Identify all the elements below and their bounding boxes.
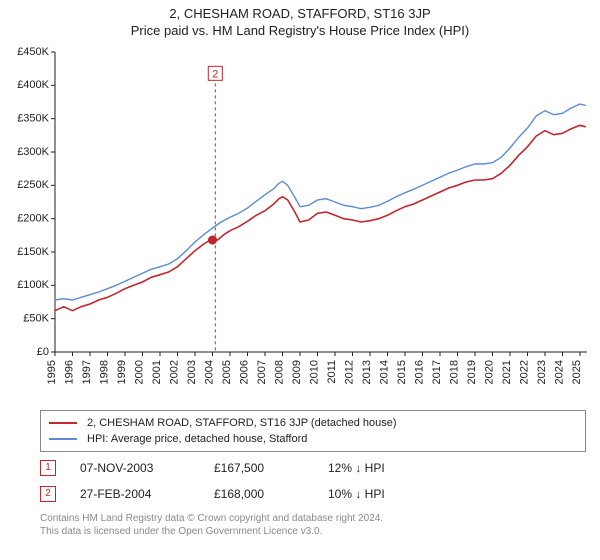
svg-text:2014: 2014 (379, 360, 391, 384)
legend-item: 2, CHESHAM ROAD, STAFFORD, ST16 3JP (det… (49, 415, 577, 431)
marker-icon: 1 (40, 460, 56, 476)
svg-text:2013: 2013 (361, 360, 373, 384)
legend: 2, CHESHAM ROAD, STAFFORD, ST16 3JP (det… (40, 410, 586, 452)
svg-text:2008: 2008 (274, 360, 286, 384)
disclaimer-line: Contains HM Land Registry data © Crown c… (40, 512, 586, 525)
svg-text:2018: 2018 (449, 360, 461, 384)
svg-text:2011: 2011 (326, 360, 338, 384)
svg-text:2006: 2006 (239, 360, 251, 384)
disclaimer: Contains HM Land Registry data © Crown c… (40, 512, 586, 538)
svg-text:2009: 2009 (291, 360, 303, 384)
transaction-row: 2 27-FEB-2004 £168,000 10% ↓ HPI (40, 486, 586, 502)
svg-text:£0: £0 (37, 346, 49, 358)
svg-text:2: 2 (212, 68, 218, 80)
transaction-delta: 12% ↓ HPI (328, 461, 385, 475)
legend-label: 2, CHESHAM ROAD, STAFFORD, ST16 3JP (det… (87, 415, 397, 431)
svg-text:1995: 1995 (46, 360, 58, 384)
svg-text:2003: 2003 (186, 360, 198, 384)
transaction-price: £167,500 (214, 461, 304, 475)
svg-text:2025: 2025 (571, 360, 583, 384)
transaction-price: £168,000 (214, 487, 304, 501)
svg-text:£400K: £400K (17, 79, 49, 91)
svg-text:£50K: £50K (23, 313, 49, 325)
chart-svg: £0 £50K £100K £150K £200K £250K £300K £350K £400… (5, 44, 595, 404)
legend-swatch (49, 438, 77, 440)
transaction-date: 27-FEB-2004 (80, 487, 190, 501)
svg-text:1997: 1997 (81, 360, 93, 384)
transaction-date: 07-NOV-2003 (80, 461, 190, 475)
svg-text:£450K: £450K (17, 46, 49, 58)
svg-text:£350K: £350K (17, 113, 49, 125)
transactions: 1 07-NOV-2003 £167,500 12% ↓ HPI 2 27-FE… (40, 460, 586, 502)
svg-text:£300K: £300K (17, 146, 49, 158)
legend-label: HPI: Average price, detached house, Staf… (87, 431, 307, 447)
svg-text:2017: 2017 (431, 360, 443, 384)
svg-text:£100K: £100K (17, 279, 49, 291)
svg-text:2012: 2012 (344, 360, 356, 384)
svg-text:2016: 2016 (414, 360, 426, 384)
svg-text:2002: 2002 (169, 360, 181, 384)
svg-text:2010: 2010 (309, 360, 321, 384)
svg-text:1998: 1998 (99, 360, 111, 384)
svg-text:2015: 2015 (396, 360, 408, 384)
svg-text:2023: 2023 (536, 360, 548, 384)
svg-text:£200K: £200K (17, 213, 49, 225)
svg-text:2005: 2005 (221, 360, 233, 384)
transaction-delta: 10% ↓ HPI (328, 487, 385, 501)
legend-item: HPI: Average price, detached house, Staf… (49, 431, 577, 447)
svg-text:2007: 2007 (256, 360, 268, 384)
chart-title-address: 2, CHESHAM ROAD, STAFFORD, ST16 3JP (0, 6, 600, 21)
svg-text:2020: 2020 (484, 360, 496, 384)
svg-text:£250K: £250K (17, 179, 49, 191)
marker-icon: 2 (40, 486, 56, 502)
transaction-row: 1 07-NOV-2003 £167,500 12% ↓ HPI (40, 460, 586, 476)
svg-text:1996: 1996 (64, 360, 76, 384)
svg-text:2021: 2021 (501, 360, 513, 384)
chart-area: £0 £50K £100K £150K £200K £250K £300K £350K £400… (5, 44, 595, 404)
disclaimer-line: This data is licensed under the Open Gov… (40, 525, 586, 538)
svg-text:2001: 2001 (151, 360, 163, 384)
svg-text:2000: 2000 (134, 360, 146, 384)
svg-text:2019: 2019 (466, 360, 478, 384)
svg-text:2004: 2004 (204, 360, 216, 384)
svg-text:2024: 2024 (554, 360, 566, 384)
svg-text:1999: 1999 (116, 360, 128, 384)
svg-text:£150K: £150K (17, 246, 49, 258)
legend-swatch (49, 422, 77, 424)
svg-text:2022: 2022 (519, 360, 531, 384)
chart-title-sub: Price paid vs. HM Land Registry's House … (0, 23, 600, 38)
